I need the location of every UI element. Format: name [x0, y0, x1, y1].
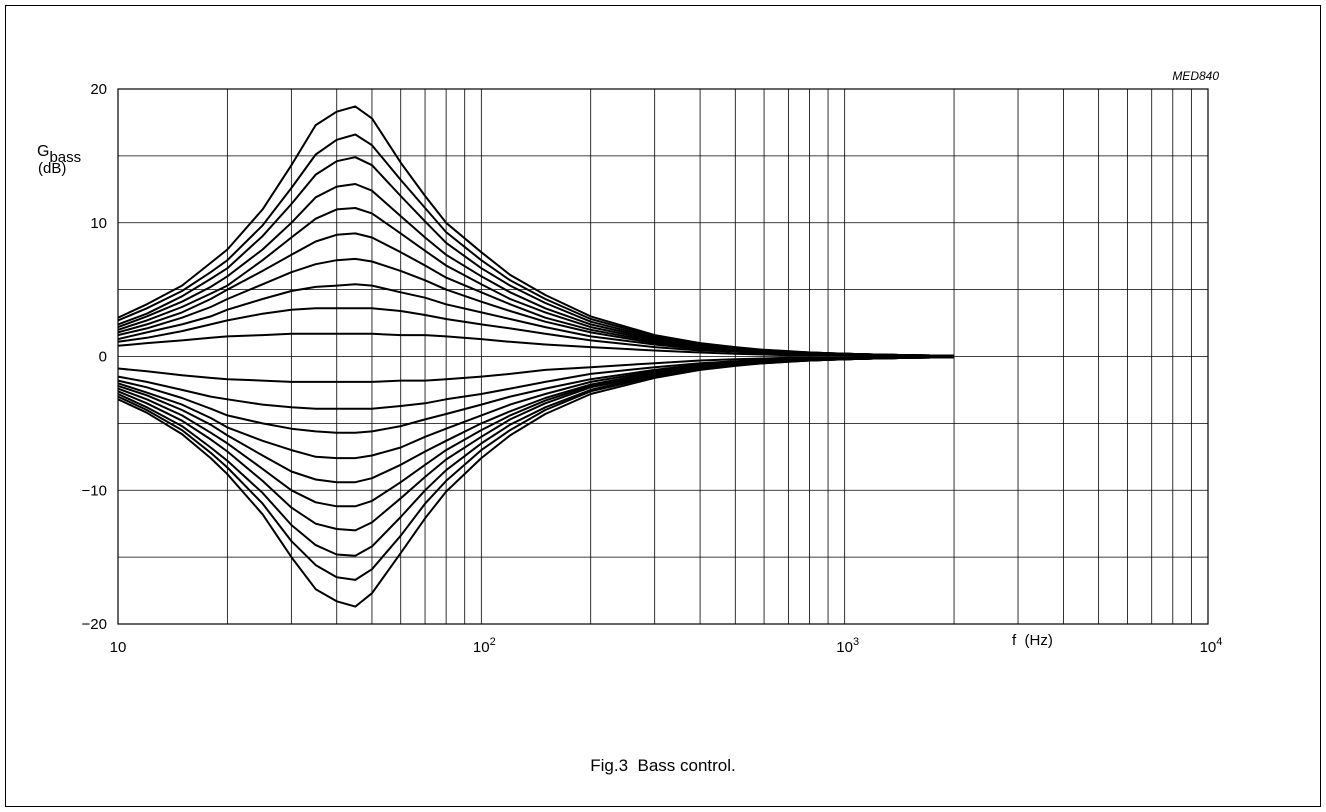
x-tick-labels: 10 102 103 104 [110, 636, 1223, 656]
y-tick-labels: 20 10 0 −10 −20 [82, 81, 107, 633]
y-tick-label: −10 [82, 482, 107, 499]
figure-code: MED840 [1172, 69, 1219, 83]
y-tick-label: 0 [99, 349, 107, 366]
y-tick-label: −20 [82, 616, 107, 633]
y-axis-unit: (dB) [38, 160, 66, 177]
y-tick-label: 10 [90, 215, 107, 232]
series-line-4 [117, 183, 955, 357]
x-tick-label: 103 [836, 636, 859, 656]
grid [118, 89, 1208, 624]
plot-border [117, 88, 1209, 625]
figure-caption: Fig.3 Bass control. [590, 756, 736, 775]
series-line-2 [117, 133, 955, 357]
x-tick-label: 104 [1200, 636, 1223, 656]
series-line-11 [117, 356, 954, 383]
series-line-13 [117, 356, 955, 434]
y-axis-label-main: G [37, 143, 49, 160]
figure-frame [5, 5, 1321, 807]
series-line-20 [117, 356, 955, 608]
y-axis-label: Gbass [37, 143, 81, 166]
curves [117, 105, 955, 608]
series-line-10 [117, 332, 954, 357]
y-tick-label: 20 [90, 81, 107, 98]
x-tick-label: 10 [110, 639, 127, 656]
series-line-3 [117, 156, 955, 357]
x-axis-label: f (Hz) [1012, 632, 1053, 649]
x-tick-label: 102 [473, 636, 496, 656]
series-line-9 [117, 307, 954, 357]
y-axis-label-sub: bass [49, 149, 81, 166]
series-line-18 [117, 356, 955, 557]
